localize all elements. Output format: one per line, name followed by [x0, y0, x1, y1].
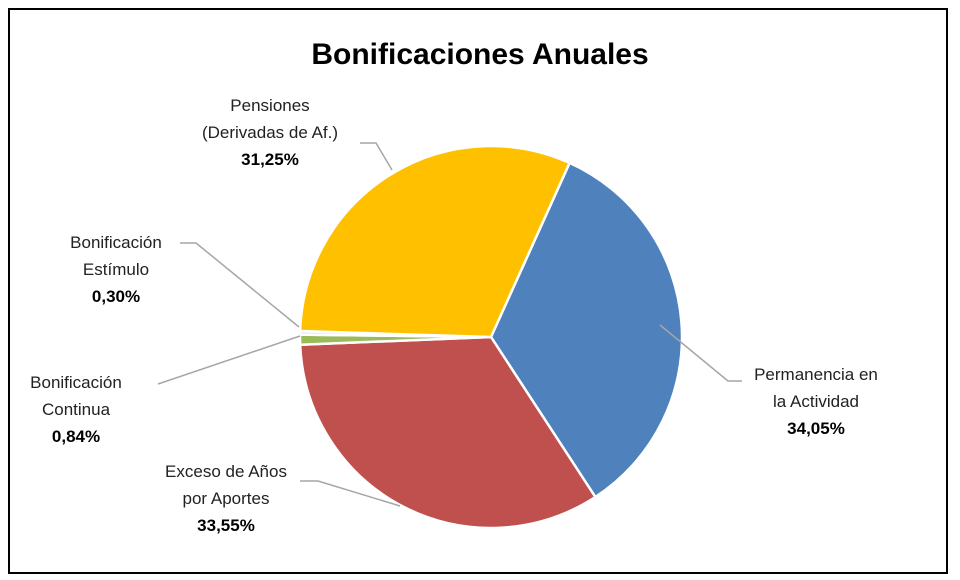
data-label: Pensiones (Derivadas de Af.) 31,25%	[190, 92, 350, 173]
leader-line	[300, 480, 401, 507]
pie-slice	[489, 161, 684, 499]
data-label: Bonificación Estímulo 0,30%	[60, 229, 172, 310]
value-label: 0,30%	[91, 287, 141, 306]
leader-line	[180, 242, 300, 328]
data-label: Permanencia en la Actividad 34,05%	[749, 361, 883, 442]
category-label: Exceso de Años por Aportes	[165, 462, 287, 508]
pie-slice	[298, 335, 598, 530]
category-label: Bonificación Estímulo	[70, 233, 162, 279]
data-label: Exceso de Años por Aportes 33,55%	[160, 458, 292, 539]
category-label: Permanencia en la Actividad	[754, 365, 878, 411]
frame	[8, 8, 948, 574]
value-label: 33,55%	[197, 516, 255, 535]
leader-line	[360, 142, 393, 171]
value-label: 34,05%	[787, 419, 845, 438]
pie-slice	[298, 144, 572, 339]
category-label: Bonificación Continua	[30, 373, 122, 419]
leader-lines	[157, 142, 742, 507]
leader-line	[659, 324, 742, 382]
category-label: Pensiones (Derivadas de Af.)	[201, 96, 339, 142]
value-label: 0,84%	[51, 427, 101, 446]
data-label: Bonificación Continua 0,84%	[20, 369, 132, 450]
chart-title: Bonificaciones Anuales	[311, 38, 649, 71]
value-label: 31,25%	[241, 150, 299, 169]
leader-line	[157, 335, 301, 385]
